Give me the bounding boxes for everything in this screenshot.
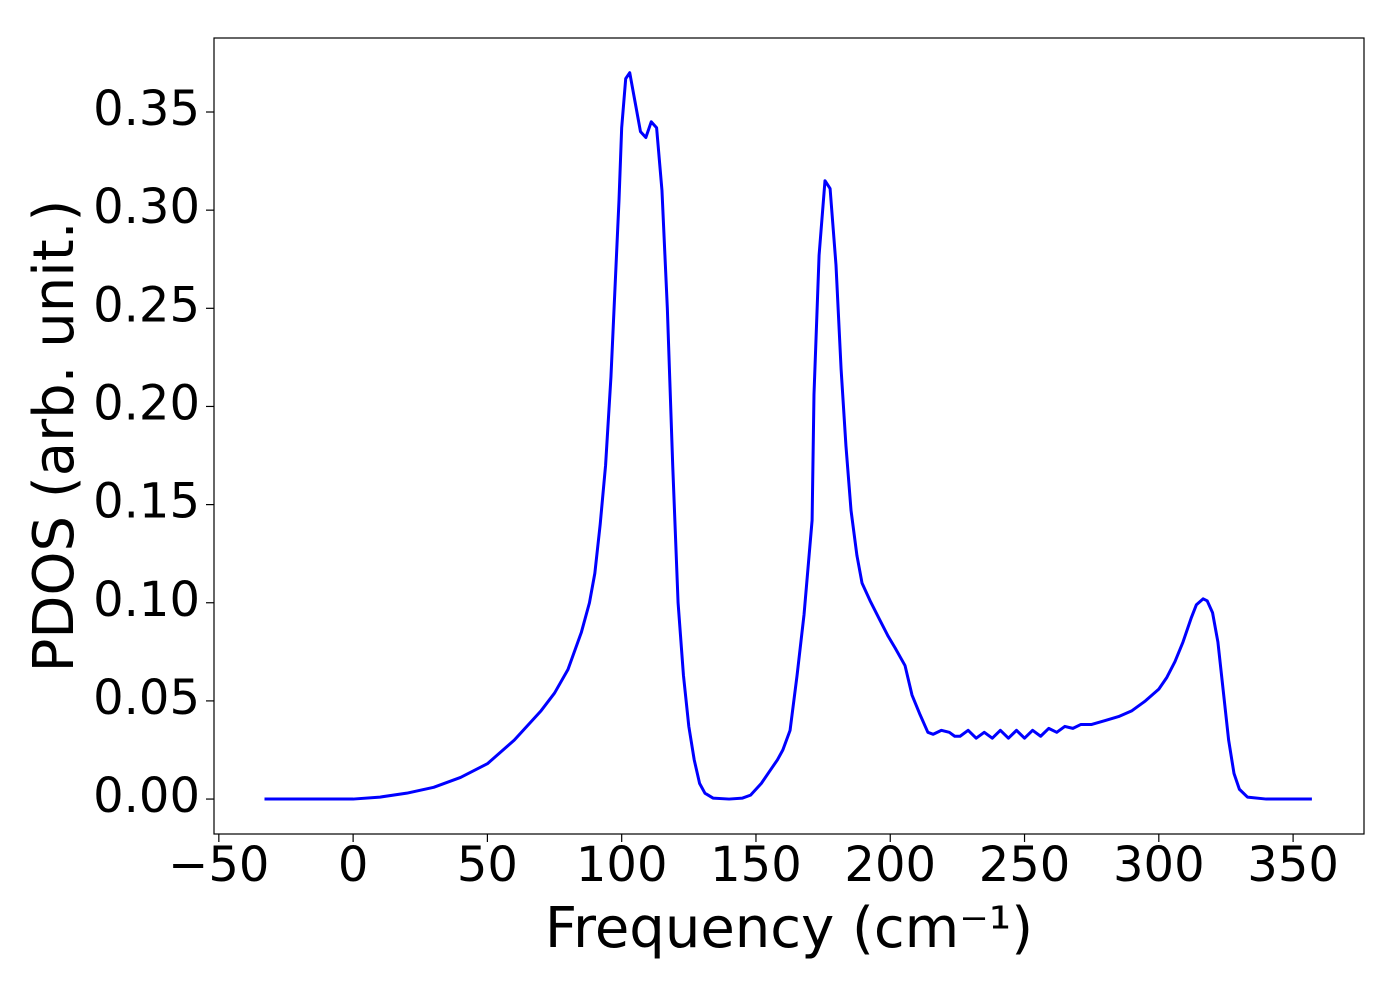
x-tick-label: 300 bbox=[1113, 837, 1205, 893]
x-tick-label: 0 bbox=[338, 837, 369, 893]
y-tick-label: 0.05 bbox=[93, 670, 200, 726]
x-tick-label: 100 bbox=[576, 837, 668, 893]
x-axis-label: Frequency (cm⁻¹) bbox=[545, 896, 1033, 961]
x-tick-label: 350 bbox=[1247, 837, 1339, 893]
y-tick-label: 0.25 bbox=[93, 277, 200, 333]
data-line bbox=[264, 71, 1312, 801]
y-tick-label: 0.20 bbox=[93, 375, 200, 431]
y-tick-label: 0.35 bbox=[93, 81, 200, 137]
x-tick-label: 150 bbox=[710, 837, 802, 893]
y-tick-label: 0.30 bbox=[93, 179, 200, 235]
y-axis-label: PDOS (arb. unit.) bbox=[22, 200, 87, 673]
x-tick-label: 200 bbox=[844, 837, 936, 893]
x-tick-label: −50 bbox=[168, 837, 269, 893]
x-tick-label: 50 bbox=[457, 837, 518, 893]
y-tick-label: 0.00 bbox=[93, 768, 200, 824]
y-tick-label: 0.15 bbox=[93, 474, 200, 530]
plot-frame bbox=[213, 37, 1365, 835]
x-tick-label: 250 bbox=[979, 837, 1071, 893]
y-tick-label: 0.10 bbox=[93, 572, 200, 628]
